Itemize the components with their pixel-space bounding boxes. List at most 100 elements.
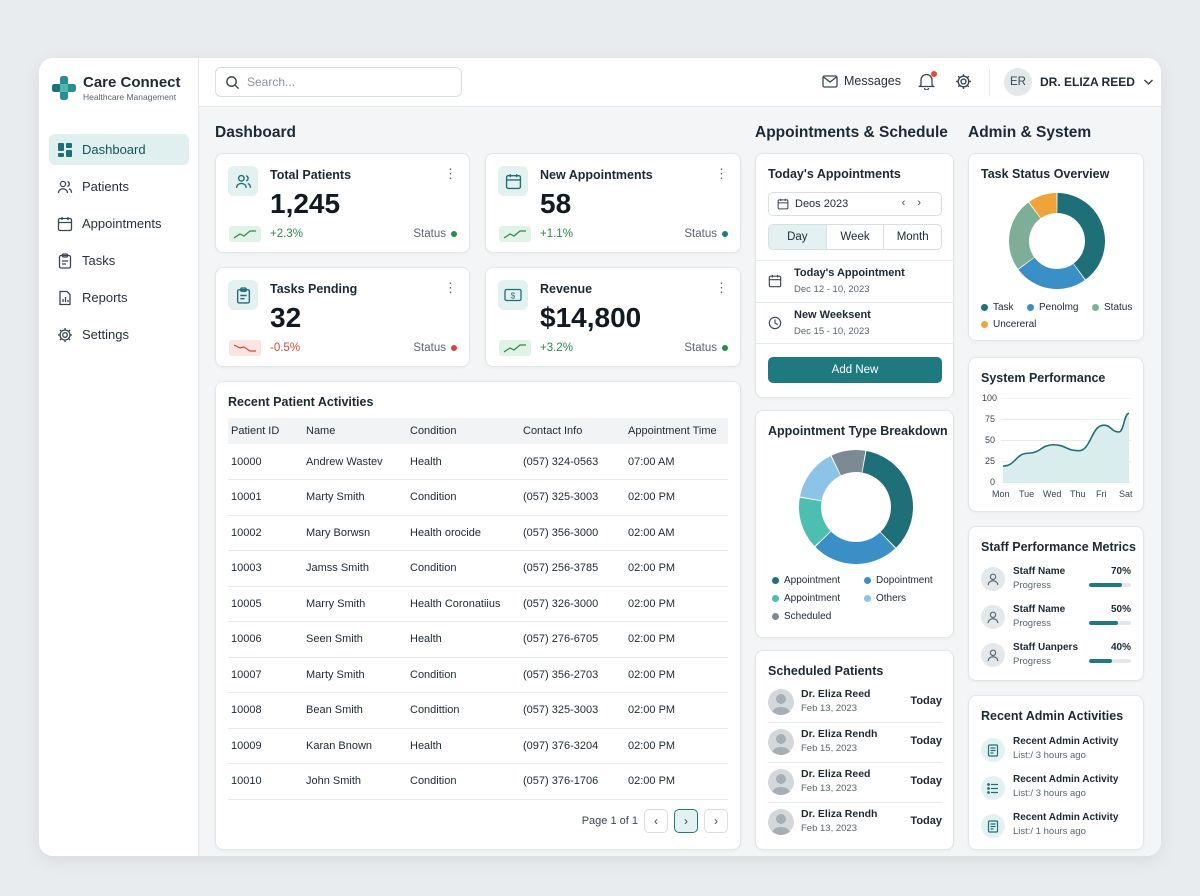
list-item[interactable]: Staff Name Progress 70% <box>981 564 1131 594</box>
table-row[interactable]: 10002 Mary Borwsn Health orocide (057) 356-… <box>228 515 728 551</box>
sidebar-item-reports[interactable]: Reports <box>49 282 189 313</box>
task-status-donut-chart <box>1009 193 1105 289</box>
table-header-row: Patient ID Name Condition Contact Info A… <box>228 418 728 444</box>
list-item[interactable]: Today's Appointment Dec 12 - 10, 2023 <box>756 260 954 302</box>
table-row[interactable]: 10005 Marry Smith Health Coronatiius (057) … <box>228 586 728 622</box>
stat-card-revenue[interactable]: $ Revenue $14,800 ⋮ +3.2% Status <box>485 267 741 367</box>
cell: Condition <box>407 479 520 516</box>
patient-when: Today <box>910 735 942 747</box>
user-name: DR. ELIZA REED <box>1040 75 1135 89</box>
table-row[interactable]: 10003 Jamss Smith Condition (057) 256-3785 0… <box>228 550 728 587</box>
list-item[interactable]: Recent Admin Activity List:/ 1 hours ago <box>981 810 1131 844</box>
bell-icon[interactable] <box>918 72 935 90</box>
patient-date: Feb 15, 2023 <box>801 743 857 754</box>
pagination: Page 1 of 1 ‹ › › <box>582 809 728 833</box>
chevron-right-icon[interactable]: › <box>917 197 933 209</box>
table-row[interactable]: 10006 Seen Smith Health (057) 276-6705 02:00… <box>228 621 728 658</box>
legend-label: Appointment <box>784 593 841 604</box>
list-item[interactable]: New Weeksent Dec 15 - 10, 2023 <box>756 302 954 344</box>
column-header[interactable]: Contact Info <box>520 418 625 444</box>
table-row[interactable]: 10010 John Smith Condition (057) 376-1706 02… <box>228 763 728 800</box>
stat-label: Tasks Pending <box>270 282 358 296</box>
stat-card-new-appointments[interactable]: New Appointments 58 ⋮ +1.1% Status <box>485 153 741 253</box>
more-vertical-icon[interactable]: ⋮ <box>715 166 728 181</box>
table-row[interactable]: 10008 Bean Smith Condittion (057) 325-3003 0… <box>228 692 728 729</box>
settings-gear-icon[interactable] <box>955 73 972 90</box>
list-item[interactable]: Staff Uanpers Progress 40% <box>981 640 1131 670</box>
patient-date: Feb 13, 2023 <box>801 823 857 834</box>
legend-label: Dopointment <box>876 575 933 586</box>
column-header[interactable]: Patient ID <box>228 418 303 444</box>
column-header[interactable]: Condition <box>407 418 520 444</box>
stat-value: $14,800 <box>540 302 642 333</box>
list-item[interactable]: Dr. Eliza Rendh Feb 15, 2023 Today <box>768 723 942 763</box>
staff-name: Staff Name <box>1013 604 1066 615</box>
current-page-button[interactable]: › <box>674 809 698 833</box>
more-vertical-icon[interactable]: ⋮ <box>444 166 457 181</box>
list-item[interactable]: Dr. Eliza Reed Feb 13, 2023 Today <box>768 683 942 723</box>
sidebar-item-appointments[interactable]: Appointments <box>49 208 189 239</box>
admin-activity-time: List:/ 3 hours ago <box>1013 750 1086 761</box>
appointment-type-slice[interactable] <box>831 450 866 476</box>
appointment-type-slice[interactable] <box>862 450 913 548</box>
sidebar-item-label: Dashboard <box>82 142 146 157</box>
legend-item: Task <box>981 302 1014 313</box>
stat-card-tasks-pending[interactable]: Tasks Pending 32 ⋮ -0.5% Status <box>215 267 470 367</box>
tab-day[interactable]: Day <box>769 225 827 249</box>
add-new-button[interactable]: Add New <box>768 357 942 383</box>
date-picker[interactable]: Deos 2023 ‹› <box>768 192 942 216</box>
appointment-type-slice[interactable] <box>799 497 831 547</box>
list-item[interactable]: Dr. Eliza Reed Feb 13, 2023 Today <box>768 763 942 803</box>
stat-change: +1.1% <box>540 228 573 240</box>
avatar <box>768 689 794 715</box>
sidebar-item-patients[interactable]: Patients <box>49 171 189 202</box>
sidebar-item-dashboard[interactable]: Dashboard <box>49 134 189 165</box>
clipboard-icon <box>236 286 250 304</box>
table-row[interactable]: 10007 Marty Smith Condition (057) 356-2703 0… <box>228 657 728 693</box>
cell: 10006 <box>228 621 303 658</box>
chevron-left-icon[interactable]: ‹ <box>901 197 918 209</box>
search-box[interactable]: Search... <box>215 67 462 97</box>
patient-date: Feb 13, 2023 <box>801 783 857 794</box>
table-row[interactable]: 10009 Karan Bnown Health (097) 376-3204 02:0… <box>228 728 728 764</box>
task-status-slice[interactable] <box>1057 193 1105 280</box>
sidebar-item-tasks[interactable]: Tasks <box>49 245 189 276</box>
stat-card-total-patients[interactable]: Total Patients 1,245 ⋮ +2.3% Status <box>215 153 470 253</box>
table-row[interactable]: 10000 Andrew Wastev Health (057) 324-0563 07… <box>228 444 728 480</box>
admin-activity-time: List:/ 1 hours ago <box>1013 826 1086 837</box>
chevron-left-icon: ‹ <box>654 814 658 828</box>
activities-table: Patient ID Name Condition Contact Info A… <box>228 418 728 800</box>
staff-percent: 70% <box>1110 566 1131 577</box>
table-row[interactable]: 10001 Marty Smith Condition (057) 325-3003 0… <box>228 479 728 516</box>
prev-page-button[interactable]: ‹ <box>644 809 668 833</box>
more-vertical-icon[interactable]: ⋮ <box>444 280 457 295</box>
chevron-right-icon: › <box>714 814 718 828</box>
column-header[interactable]: Appointment Time <box>625 418 728 444</box>
task-status-slice[interactable] <box>1009 202 1041 269</box>
list-item[interactable]: Dr. Eliza Rendh Feb 13, 2023 Today <box>768 803 942 843</box>
sidebar-item-settings[interactable]: Settings <box>49 319 189 350</box>
list-item[interactable]: Recent Admin Activity List:/ 3 hours ago <box>981 772 1131 806</box>
tab-week[interactable]: Week <box>827 225 885 249</box>
tab-month[interactable]: Month <box>896 231 929 243</box>
item-title: Today's Appointment <box>794 267 905 279</box>
staff-name: Staff Uanpers <box>1013 642 1079 653</box>
list-item[interactable]: Recent Admin Activity List:/ 3 hours ago <box>981 734 1131 768</box>
user-menu[interactable]: ER DR. ELIZA REED <box>1004 68 1154 96</box>
progress-fill <box>1089 659 1113 663</box>
appointment-type-slice[interactable] <box>799 456 841 501</box>
next-page-button[interactable]: › <box>704 809 728 833</box>
more-vertical-icon[interactable]: ⋮ <box>715 280 728 295</box>
cell: (097) 376-3204 <box>520 728 625 764</box>
logo[interactable]: Care Connect Healthcare Management <box>51 74 181 102</box>
task-status-slice[interactable] <box>1029 193 1057 219</box>
cell: Health <box>407 444 520 480</box>
users-icon <box>235 174 251 188</box>
list-item[interactable]: Staff Name Progress 50% <box>981 602 1131 632</box>
date-value: Deos 2023 <box>795 198 849 210</box>
messages-button[interactable]: Messages <box>822 74 901 88</box>
task-status-slice[interactable] <box>1018 257 1085 289</box>
appointment-type-slice[interactable] <box>815 531 896 564</box>
column-header[interactable]: Name <box>303 418 407 444</box>
search-input[interactable]: Search... <box>247 75 296 89</box>
